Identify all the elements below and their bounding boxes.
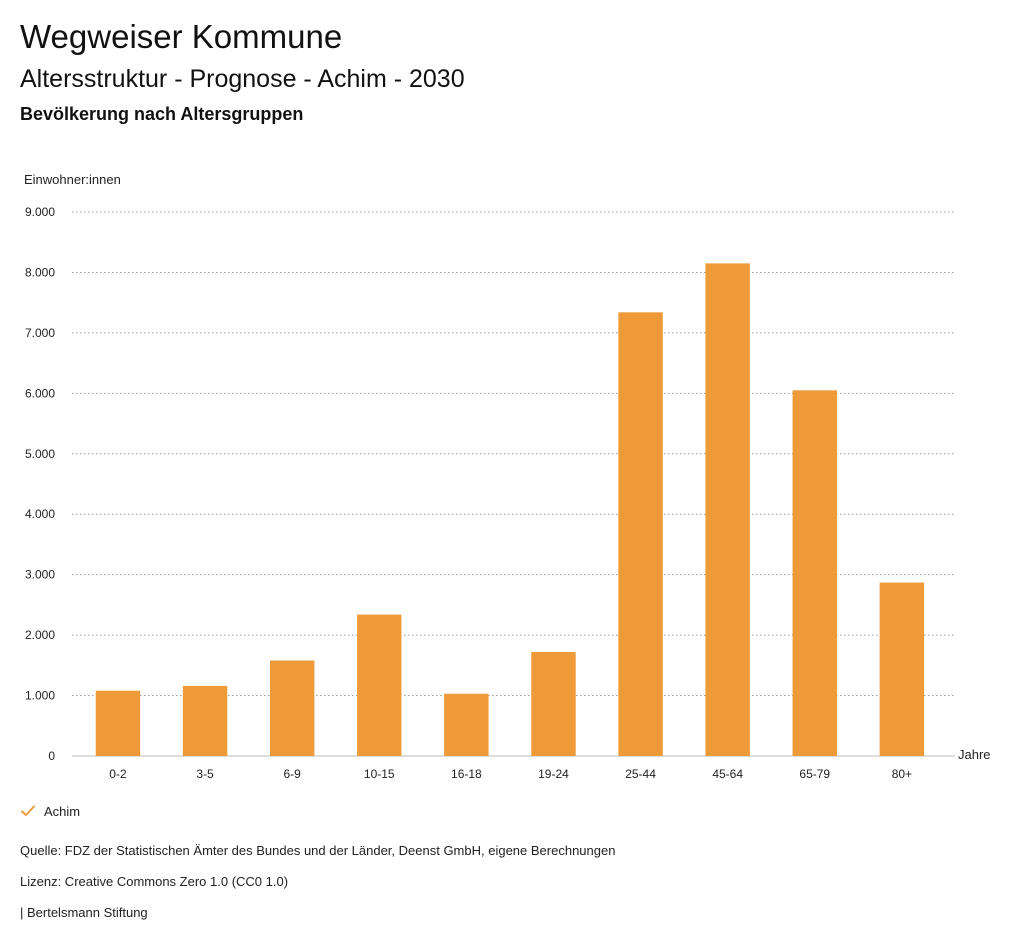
header: Wegweiser Kommune Altersstruktur - Progn… [20,18,465,125]
bar-10-15 [357,614,402,756]
x-tick-label: 65-79 [799,767,830,781]
page-title: Wegweiser Kommune [20,18,343,55]
x-tick-label: 16-18 [451,767,482,781]
bar-3-5 [182,685,228,756]
footer: Quelle: FDZ der Statistischen Ämter des … [20,843,615,936]
check-icon [21,805,35,816]
x-tick-label: 3-5 [196,767,214,781]
y-tick-label: 5.000 [25,447,55,461]
legend-label: Achim [44,803,81,819]
y-tick-label: 4.000 [25,507,55,521]
x-tick-label: 19-24 [538,767,569,781]
bar-45-64 [705,263,750,756]
x-tick-label: 0-2 [109,767,127,781]
bar-80+ [879,582,925,756]
bar-19-24 [531,652,576,756]
publisher-text: | Bertelsmann Stiftung [20,905,148,920]
x-axis-label: Jahre [958,747,991,762]
legend[interactable]: Achim [20,803,80,819]
x-tick-label: 25-44 [625,767,656,781]
y-tick-label: 8.000 [25,265,55,279]
y-tick-label: 6.000 [25,386,55,400]
bar-chart: Einwohner:innen 0 1.000 2.000 3.000 4.000 5.00… [24,172,991,781]
bar-6-9 [269,660,315,756]
page-subtitle: Altersstruktur - Prognose - Achim - 2030 [20,65,465,93]
bar-65-79 [792,390,837,756]
chart-heading: Bevölkerung nach Altersgruppen [20,104,304,124]
x-tick-label: 80+ [892,767,912,781]
y-tick-label: 2.000 [25,628,55,642]
y-tick-label: 0 [48,749,55,763]
y-tick-label: 7.000 [25,326,55,340]
y-axis-label: Einwohner:innen [24,172,121,187]
x-tick-label: 45-64 [712,767,743,781]
bar-0-2 [95,690,141,756]
y-tick-label: 9.000 [25,205,55,219]
source-text: Quelle: FDZ der Statistischen Ämter des … [20,843,616,858]
bar-16-18 [444,693,489,756]
bar-25-44 [618,312,663,756]
y-tick-label: 1.000 [25,689,55,703]
y-tick-label: 3.000 [25,568,55,582]
x-tick-label: 6-9 [283,767,301,781]
x-tick-label: 10-15 [364,767,395,781]
license-text: Lizenz: Creative Commons Zero 1.0 (CC0 1… [20,874,289,889]
